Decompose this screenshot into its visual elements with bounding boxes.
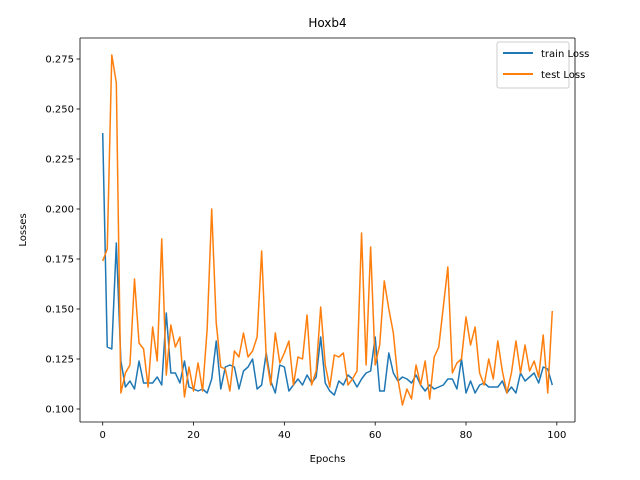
series-line-test-loss xyxy=(102,54,554,406)
y-tick-label-7: 0.275 xyxy=(45,55,74,66)
legend-label-train-loss: train Loss xyxy=(541,49,589,60)
y-tick-label-0: 0.100 xyxy=(45,405,74,416)
x-tick-label-20: 20 xyxy=(187,430,200,441)
x-axis-label: Epochs xyxy=(310,454,346,465)
y-axis-ticks: 0.100 0.125 0.150 0.175 0.200 0.225 0.250 0.275 xyxy=(45,55,80,416)
y-tick-label-4: 0.200 xyxy=(45,205,74,216)
y-axis-label: Losses xyxy=(18,213,29,246)
legend: train Loss test Loss xyxy=(496,41,589,89)
x-tick-label-100: 100 xyxy=(547,430,566,441)
plot-area xyxy=(80,38,575,422)
series-line-train-loss xyxy=(101,132,554,396)
y-tick-label-5: 0.225 xyxy=(45,155,74,166)
y-tick-label-2: 0.150 xyxy=(45,305,74,316)
y-tick-label-1: 0.125 xyxy=(45,355,74,366)
x-tick-label-0: 0 xyxy=(100,430,106,441)
x-axis-ticks: 0 20 40 60 80 100 xyxy=(100,422,566,441)
chart-title: Hoxb4 xyxy=(308,16,346,30)
y-tick-label-3: 0.175 xyxy=(45,255,74,266)
x-tick-label-60: 60 xyxy=(369,430,382,441)
series-lines xyxy=(101,54,554,406)
y-tick-label-6: 0.250 xyxy=(45,105,74,116)
axes-frame xyxy=(79,37,576,423)
legend-label-test-loss: test Loss xyxy=(541,70,585,81)
x-tick-label-80: 80 xyxy=(460,430,473,441)
x-tick-label-40: 40 xyxy=(278,430,291,441)
